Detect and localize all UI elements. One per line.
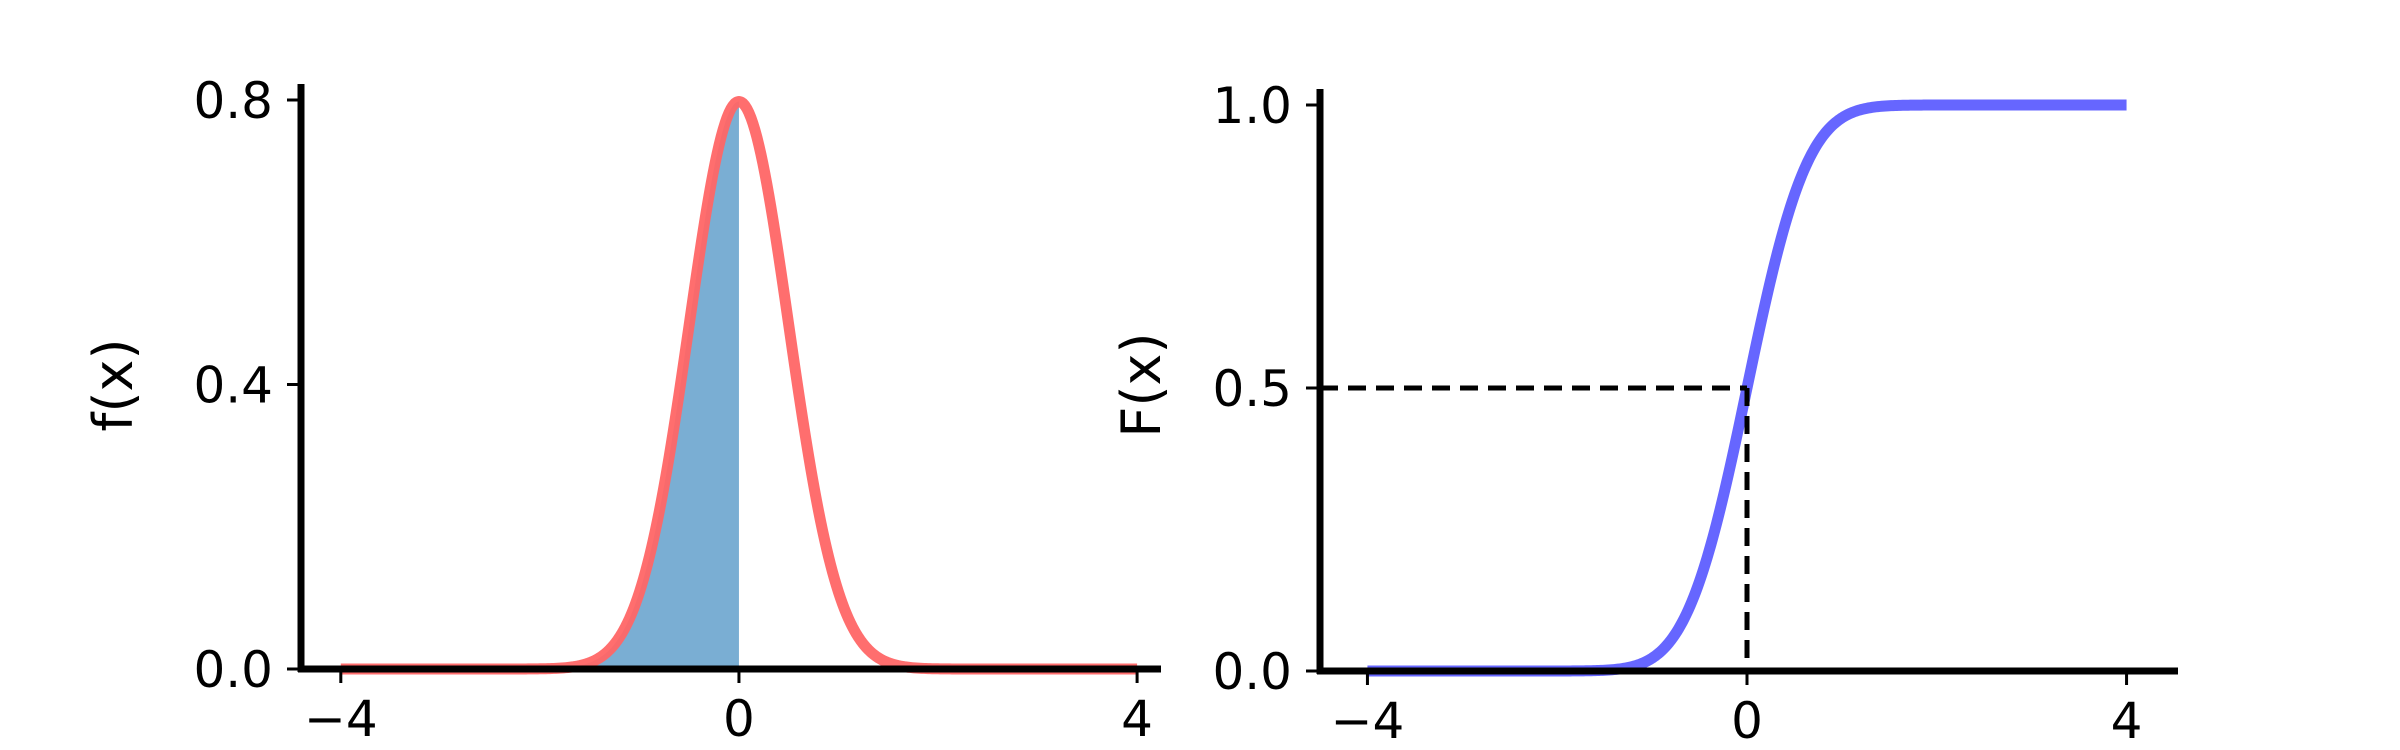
pdf-x-tick-label: 4 [1121,690,1153,748]
cdf-x-tick-label: −4 [1331,692,1405,750]
pdf-shaded-area [340,101,739,669]
cdf-y-axis-label: F(x) [1110,332,1173,437]
pdf-y-tick-label: 0.4 [193,357,273,415]
pdf-panel: −4 0 4 0.0 0.4 0.8 f(x) [82,72,1161,748]
cdf-panel: −4 0 4 0.0 0.5 1.0 F(x) [1110,77,2178,750]
cdf-y-tick-label: 0.0 [1212,643,1292,701]
pdf-x-tick-label: −4 [304,690,378,748]
pdf-y-tick-label: 0.8 [193,72,273,130]
pdf-x-tick-label: 0 [723,690,755,748]
pdf-y-axis-label: f(x) [82,338,145,431]
cdf-y-tick-label: 0.5 [1212,360,1292,418]
cdf-y-tick-label: 1.0 [1212,77,1292,135]
pdf-y-tick-label: 0.0 [193,641,273,699]
cdf-x-tick-label: 0 [1731,692,1763,750]
cdf-x-tick-label: 4 [2111,692,2143,750]
